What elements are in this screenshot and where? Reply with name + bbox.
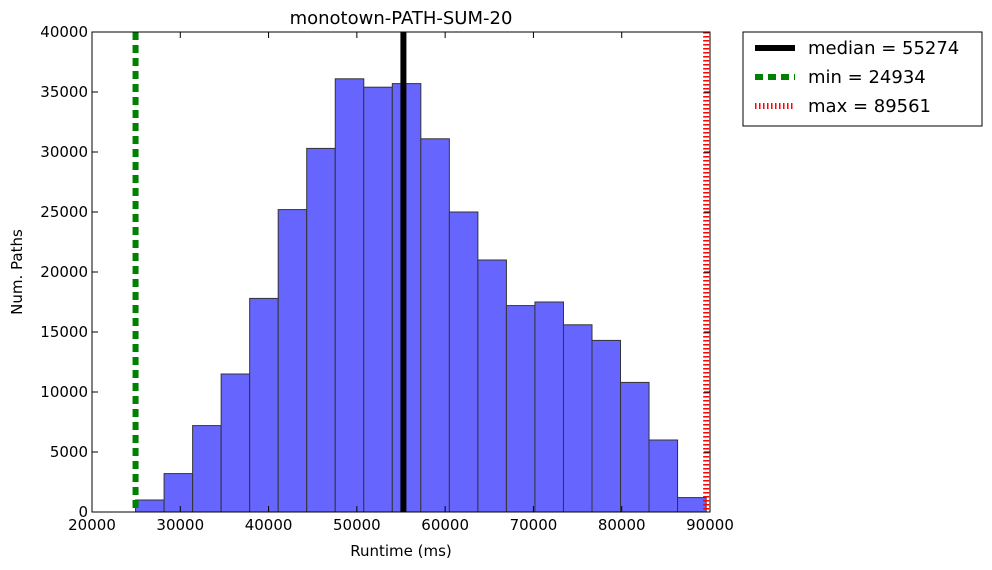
histogram-bar — [448, 211, 479, 513]
y-tick-label: 30000 — [40, 143, 88, 161]
bars-group — [135, 78, 707, 513]
x-tick-label: 60000 — [421, 516, 469, 534]
histogram-bar — [562, 324, 593, 513]
histogram-bar — [277, 209, 308, 513]
histogram-bar — [505, 305, 536, 513]
x-tick-label: 20000 — [68, 516, 116, 534]
histogram-bar — [677, 497, 707, 513]
y-tick-label: 10000 — [40, 383, 88, 401]
histogram-bar — [620, 381, 650, 513]
histogram-bar — [249, 297, 279, 513]
histogram-bar — [220, 373, 251, 513]
y-axis-label: Num. Paths — [8, 229, 26, 315]
x-tick-label: 40000 — [245, 516, 293, 534]
histogram-bar — [163, 473, 194, 513]
y-tick-label: 5000 — [50, 443, 88, 461]
chart-title: monotown-PATH-SUM-20 — [290, 8, 513, 29]
x-tick-label: 50000 — [333, 516, 381, 534]
x-axis-ticks: 20000 30000 40000 50000 60000 70000 80000 90000 — [68, 32, 734, 534]
legend: median = 55274 min = 24934 max = 89561 — [742, 31, 983, 127]
y-axis-ticks: 0 5000 10000 15000 20000 25000 30000 35000 40000 — [40, 23, 710, 521]
histogram-bar — [391, 83, 422, 513]
histogram-bar — [306, 147, 336, 513]
legend-label: max = 89561 — [808, 96, 931, 117]
histogram-bar — [477, 259, 507, 513]
histogram-bar — [363, 86, 393, 513]
histogram-bar — [534, 301, 564, 513]
histogram-bar — [420, 138, 450, 513]
histogram-bar — [591, 339, 622, 513]
x-tick-label: 80000 — [598, 516, 646, 534]
histogram-bar — [648, 439, 679, 513]
legend-label: median = 55274 — [808, 38, 959, 59]
y-tick-label: 20000 — [40, 263, 88, 281]
y-tick-label: 25000 — [40, 203, 88, 221]
histogram-bar — [192, 425, 222, 513]
y-tick-label: 0 — [78, 503, 88, 521]
x-tick-label: 90000 — [686, 516, 734, 534]
x-tick-label: 30000 — [156, 516, 204, 534]
histogram-bar — [135, 499, 165, 513]
x-tick-label: 70000 — [510, 516, 558, 534]
histogram-bar — [334, 78, 365, 513]
legend-label: min = 24934 — [808, 67, 926, 88]
y-tick-label: 40000 — [40, 23, 88, 41]
x-axis-label: Runtime (ms) — [350, 542, 452, 560]
y-tick-label: 15000 — [40, 323, 88, 341]
y-tick-label: 35000 — [40, 83, 88, 101]
